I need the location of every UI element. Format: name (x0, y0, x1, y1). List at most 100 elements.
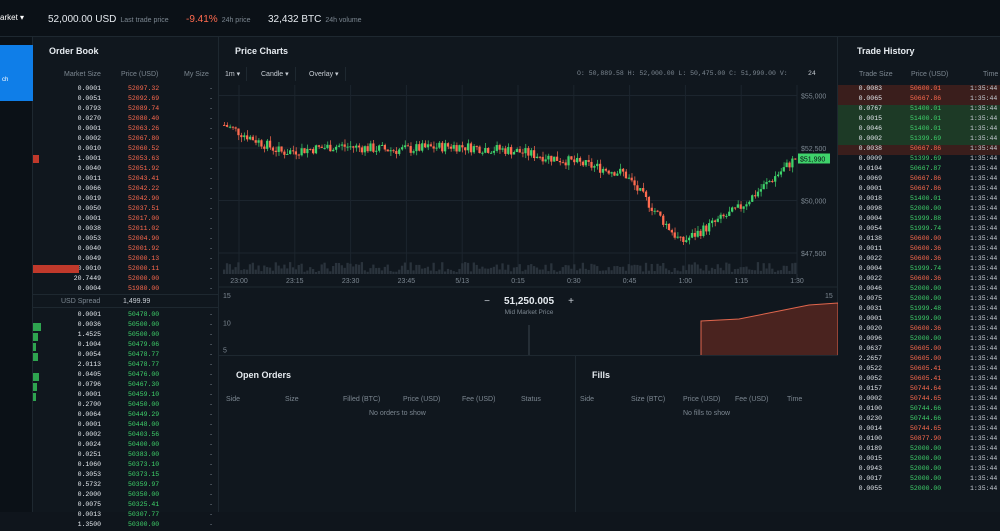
ask-row[interactable]: 20.7449 52000.00 - (33, 275, 219, 285)
bid-depth-bar (33, 323, 41, 331)
trade-row: 0.0637 50605.00 1:35:44 (838, 345, 1000, 355)
bid-row[interactable]: 0.0002 50403.56 - (33, 431, 219, 441)
volume-bar (642, 271, 645, 274)
trade-row: 0.0052 50605.41 1:35:44 (838, 375, 1000, 385)
trade-price: 50600.36 (910, 325, 942, 332)
ask-row[interactable]: 0.0040 52051.92 - (33, 165, 219, 175)
ask-row[interactable]: 0.0038 52011.02 - (33, 225, 219, 235)
bid-row[interactable]: 0.0251 50383.00 - (33, 451, 219, 461)
trade-time: 1:35:44 (970, 445, 998, 452)
volume-bar (297, 265, 300, 274)
trade-price: 50744.64 (910, 385, 942, 392)
trade-time: 1:35:44 (970, 355, 998, 362)
volume-bar (679, 271, 682, 274)
candle-body (771, 181, 774, 183)
ask-row[interactable]: 0.0019 52042.90 - (33, 195, 219, 205)
candle-body (421, 143, 424, 151)
volume-bar (469, 271, 473, 274)
market-selector[interactable]: arket ▾ (0, 13, 25, 22)
bid-row[interactable]: 1.4525 50500.00 - (33, 331, 219, 341)
bid-row[interactable]: 0.0054 50478.77 - (33, 351, 219, 361)
trade-row: 0.0104 50667.87 1:35:44 (838, 165, 1000, 175)
bid-size: 0.2000 (77, 491, 101, 498)
volume-bar (619, 266, 622, 274)
ask-row[interactable]: 1.0001 52053.63 - (33, 155, 219, 165)
ask-price: 52001.92 (128, 245, 160, 252)
candle-body (601, 168, 605, 173)
ask-row[interactable]: 0.0010 52060.52 - (33, 145, 219, 155)
bid-size: 0.0001 (77, 391, 101, 398)
bid-price: 50325.41 (128, 501, 160, 508)
candle-chart: $55,000 $52,500 $50,000 $47,500 23:00 23:15 23… (219, 85, 838, 355)
ask-row[interactable]: 0.0010 52000.11 - (33, 265, 219, 275)
bid-row[interactable]: 0.0013 50307.77 - (33, 511, 219, 521)
candle-body (234, 127, 237, 129)
trade-time: 1:35:44 (970, 335, 998, 342)
bid-size: 0.0001 (77, 421, 101, 428)
volume-bar (771, 268, 774, 274)
ask-row[interactable]: 0.0053 52004.90 - (33, 235, 219, 245)
bid-row[interactable]: 0.0036 50500.00 - (33, 321, 219, 331)
chart-type-dropdown[interactable]: Candle ▾ (255, 67, 296, 81)
ask-row[interactable]: 0.0001 52063.26 - (33, 125, 219, 135)
ask-row[interactable]: 0.0040 52001.92 - (33, 245, 219, 255)
ask-price: 52080.40 (128, 115, 160, 122)
interval-dropdown[interactable]: 1m ▾ (219, 67, 248, 81)
bid-row[interactable]: 0.0001 50459.10 - (33, 391, 219, 401)
trade-size: 0.0100 (858, 405, 882, 412)
ask-row[interactable]: 0.0793 52089.74 - (33, 105, 219, 115)
candle-body (484, 148, 487, 153)
volume-bar (541, 269, 544, 274)
trade-time: 1:35:44 (970, 285, 998, 292)
bid-row[interactable]: 0.2000 50350.00 - (33, 491, 219, 501)
volume-bar (705, 264, 708, 274)
ask-row[interactable]: 0.0050 52037.51 - (33, 205, 219, 215)
ask-size: 0.0066 (77, 185, 101, 192)
trade-time: 1:35:44 (970, 365, 998, 372)
overlay-dropdown[interactable]: Overlay ▾ (303, 67, 346, 81)
volume-bar (466, 262, 470, 274)
ask-row[interactable]: 0.0011 52043.41 - (33, 175, 219, 185)
bid-row[interactable]: 0.5732 50359.97 - (33, 481, 219, 491)
candle-body (702, 225, 705, 237)
ask-row[interactable]: 0.0066 52042.22 - (33, 185, 219, 195)
ask-row[interactable]: 0.0270 52080.40 - (33, 115, 219, 125)
candle-body (664, 223, 668, 225)
volume-bar (472, 262, 475, 274)
bid-row[interactable]: 0.0064 50449.29 - (33, 411, 219, 421)
bid-row[interactable]: 0.3053 50373.15 - (33, 471, 219, 481)
bid-row[interactable]: 2.0113 50478.77 - (33, 361, 219, 371)
bid-row[interactable]: 0.2700 50450.00 - (33, 401, 219, 411)
bid-row[interactable]: 0.0001 50448.00 - (33, 421, 219, 431)
candle-body (541, 156, 544, 162)
volume-bar (412, 270, 415, 274)
bid-size: 1.3500 (77, 521, 101, 528)
bid-row[interactable]: 0.0796 50467.30 - (33, 381, 219, 391)
ask-row[interactable]: 0.0051 52092.69 - (33, 95, 219, 105)
bid-row[interactable]: 0.1060 50373.10 - (33, 461, 219, 471)
ask-row[interactable]: 0.0002 52067.80 - (33, 135, 219, 145)
bid-row[interactable]: 1.3500 50300.00 - (33, 521, 219, 531)
trade-size: 0.0004 (858, 215, 882, 222)
ask-my-size: - (209, 245, 213, 252)
bid-row[interactable]: 0.0024 50400.00 - (33, 441, 219, 451)
volume-bar (280, 268, 283, 274)
bid-row[interactable]: 0.0405 50476.00 - (33, 371, 219, 381)
bid-size: 0.0001 (77, 311, 101, 318)
volume-bar (728, 263, 731, 274)
ask-row[interactable]: 0.0049 52000.13 - (33, 255, 219, 265)
bid-row[interactable]: 0.0075 50325.41 - (33, 501, 219, 511)
trade-row: 0.0096 52000.00 1:35:44 (838, 335, 1000, 345)
bid-row[interactable]: 0.1004 50479.06 - (33, 341, 219, 351)
trade-history-title: Trade History (857, 46, 915, 56)
nav-item-selected[interactable]: ch (0, 45, 33, 101)
bid-row[interactable]: 0.0001 50478.00 - (33, 311, 219, 321)
ask-size: 0.0001 (77, 125, 101, 132)
ask-row[interactable]: 0.0001 52017.00 - (33, 215, 219, 225)
candle-body (380, 144, 384, 146)
ask-row[interactable]: 0.0001 52097.32 - (33, 85, 219, 95)
candle-body (303, 148, 306, 154)
volume-bar (260, 271, 263, 274)
volume-bar (601, 270, 605, 274)
ask-row[interactable]: 0.0004 51980.00 - (33, 285, 219, 295)
